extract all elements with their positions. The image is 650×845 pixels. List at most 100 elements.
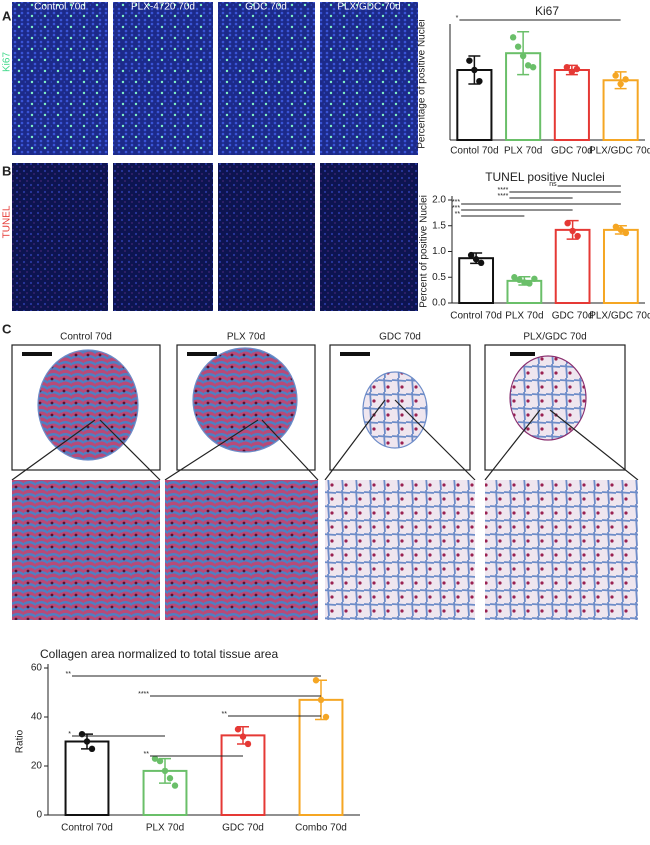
bar bbox=[554, 228, 591, 304]
data-point bbox=[573, 65, 581, 73]
micrograph bbox=[320, 163, 418, 311]
data-point bbox=[612, 72, 619, 79]
y-tick-label: 1.5 bbox=[432, 220, 446, 231]
significance-label: ** bbox=[66, 671, 72, 678]
x-tick-label: PLX 70d bbox=[146, 823, 184, 834]
y-axis-label: Ratio bbox=[15, 729, 26, 753]
data-point bbox=[239, 733, 247, 740]
bar bbox=[64, 740, 110, 816]
data-point bbox=[161, 767, 169, 775]
data-point bbox=[477, 259, 485, 267]
y-axis-label: Percent of positive Nuclei bbox=[419, 195, 430, 308]
overview-frame bbox=[11, 344, 161, 471]
image-label: Control 70d bbox=[60, 332, 112, 343]
panel-label: A bbox=[2, 8, 12, 23]
overview-frame bbox=[484, 344, 626, 471]
y-axis-label: Percentage of positive Nuclei bbox=[417, 19, 428, 149]
image-label: Control 70d bbox=[34, 2, 86, 13]
significance-label: ns bbox=[549, 181, 557, 188]
x-tick-label: GDC 70d bbox=[222, 823, 264, 834]
data-point bbox=[622, 229, 630, 237]
x-tick-label: Control 70d bbox=[450, 311, 502, 322]
panel-c-overview bbox=[11, 344, 639, 481]
micrograph bbox=[165, 480, 318, 620]
data-point bbox=[322, 713, 330, 721]
row-label: Ki67 bbox=[2, 52, 13, 72]
data-point bbox=[171, 782, 179, 789]
data-point bbox=[617, 80, 624, 88]
data-point bbox=[511, 274, 518, 281]
data-point bbox=[83, 738, 91, 745]
x-tick-label: PLX/GDC 70d bbox=[589, 311, 650, 322]
data-point bbox=[151, 755, 159, 762]
significance-label: ** bbox=[222, 711, 228, 718]
scale-bar bbox=[510, 352, 535, 356]
significance-label: * bbox=[456, 15, 459, 22]
data-point bbox=[471, 66, 478, 74]
significance-label: ** bbox=[144, 751, 150, 758]
significance-label: *** bbox=[452, 205, 460, 212]
panel-label: C bbox=[2, 321, 12, 336]
image-label: GDC 70d bbox=[245, 2, 287, 13]
data-point bbox=[156, 757, 164, 765]
data-point bbox=[234, 726, 242, 733]
micrograph bbox=[113, 163, 213, 311]
x-tick-label: GDC 70d bbox=[552, 311, 594, 322]
data-point bbox=[476, 78, 483, 85]
significance-label: **** bbox=[497, 187, 508, 194]
significance-label: * bbox=[68, 731, 71, 738]
micrograph bbox=[485, 480, 638, 620]
data-point bbox=[312, 677, 320, 684]
row-label: TUNEL bbox=[2, 205, 13, 238]
x-tick-label: Combo 70d bbox=[295, 823, 347, 834]
bar bbox=[602, 228, 639, 304]
data-point bbox=[516, 276, 523, 284]
micrograph bbox=[325, 480, 475, 620]
data-point bbox=[529, 63, 537, 71]
bar bbox=[458, 257, 495, 305]
data-point bbox=[317, 696, 325, 704]
y-tick-label: 40 bbox=[31, 712, 43, 723]
micrograph bbox=[113, 2, 213, 155]
tissue bbox=[192, 347, 298, 453]
data-point bbox=[617, 226, 625, 234]
data-point bbox=[563, 63, 571, 71]
zoom-connector bbox=[11, 399, 639, 481]
data-point bbox=[509, 34, 517, 41]
image-label: PLX 70d bbox=[227, 332, 265, 343]
x-tick-label: GDC 70d bbox=[551, 146, 593, 157]
bar bbox=[553, 69, 590, 141]
significance-label: ** bbox=[455, 211, 461, 218]
x-tick-label: PLX/GDC 70d bbox=[589, 146, 650, 157]
micrograph bbox=[320, 2, 418, 155]
data-point bbox=[622, 76, 629, 83]
data-point bbox=[472, 256, 480, 263]
x-tick-label: PLX 70d bbox=[505, 311, 543, 322]
image-label: PLX-4720 70d bbox=[131, 2, 195, 13]
tissue bbox=[509, 355, 587, 441]
y-tick-label: 0.5 bbox=[432, 272, 446, 283]
data-point bbox=[467, 251, 475, 259]
data-point bbox=[166, 775, 174, 782]
data-point bbox=[612, 223, 620, 230]
chart-title: TUNEL positive Nuclei bbox=[485, 170, 605, 184]
y-tick-label: 20 bbox=[31, 761, 43, 772]
micrograph bbox=[12, 2, 108, 155]
data-point bbox=[569, 227, 576, 235]
significance-label: **** bbox=[497, 193, 508, 200]
scale-bar bbox=[22, 352, 52, 356]
scale-bar bbox=[340, 352, 370, 356]
data-point bbox=[574, 232, 581, 240]
chart-title: Collagen area normalized to total tissue… bbox=[40, 647, 278, 661]
y-tick-label: 60 bbox=[31, 663, 43, 674]
data-point bbox=[514, 43, 522, 50]
scale-bar bbox=[187, 352, 217, 356]
data-point bbox=[521, 279, 528, 286]
significance-label: **** bbox=[138, 691, 149, 698]
image-label: PLX/GDC 70d bbox=[523, 332, 586, 343]
bar bbox=[220, 734, 266, 816]
x-tick-label: PLX 70d bbox=[504, 146, 542, 157]
data-point bbox=[564, 219, 571, 227]
overview-frame bbox=[176, 344, 316, 471]
